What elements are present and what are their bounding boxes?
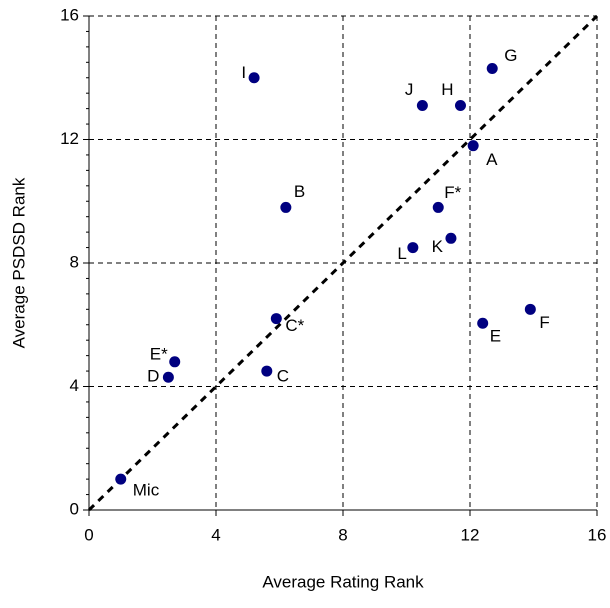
point-label: Mic xyxy=(133,481,160,500)
y-tick-label: 0 xyxy=(70,499,79,518)
point xyxy=(416,100,428,112)
point-label: D xyxy=(147,367,159,386)
point-label: F xyxy=(539,313,549,332)
y-tick-label: 12 xyxy=(60,129,79,148)
point xyxy=(524,303,536,315)
point xyxy=(280,201,292,213)
point xyxy=(445,232,457,244)
point-label: C* xyxy=(285,316,304,335)
point-label: J xyxy=(405,80,414,99)
point xyxy=(467,140,479,152)
x-tick-label: 12 xyxy=(461,525,480,544)
point xyxy=(162,371,174,383)
point xyxy=(270,313,282,325)
point xyxy=(261,365,273,377)
point xyxy=(432,201,444,213)
point-label: E* xyxy=(150,344,168,363)
point-label: L xyxy=(397,244,406,263)
x-tick-label: 0 xyxy=(84,525,93,544)
x-tick-label: 8 xyxy=(338,525,347,544)
point-label: I xyxy=(241,63,246,82)
point xyxy=(115,473,127,485)
y-tick-label: 16 xyxy=(60,5,79,24)
y-axis-label: Average PSDSD Rank xyxy=(9,177,28,348)
point xyxy=(486,62,498,74)
y-tick-label: 8 xyxy=(70,252,79,271)
point-label: A xyxy=(486,150,498,169)
diagonal-reference xyxy=(87,14,599,512)
point-label: E xyxy=(490,327,501,346)
point xyxy=(454,100,466,112)
point-label: B xyxy=(294,182,305,201)
point-label: H xyxy=(441,80,453,99)
point xyxy=(248,72,260,84)
x-tick-label: 4 xyxy=(211,525,220,544)
y-tick-label: 4 xyxy=(70,376,79,395)
x-tick-label: 16 xyxy=(588,525,607,544)
x-axis-label: Average Rating Rank xyxy=(262,572,424,591)
point-label: G xyxy=(504,46,517,65)
point-label: K xyxy=(432,237,444,256)
point xyxy=(477,317,489,329)
point-label: C xyxy=(277,367,289,386)
point xyxy=(407,242,419,254)
point xyxy=(169,356,181,368)
point-label: F* xyxy=(444,183,461,202)
